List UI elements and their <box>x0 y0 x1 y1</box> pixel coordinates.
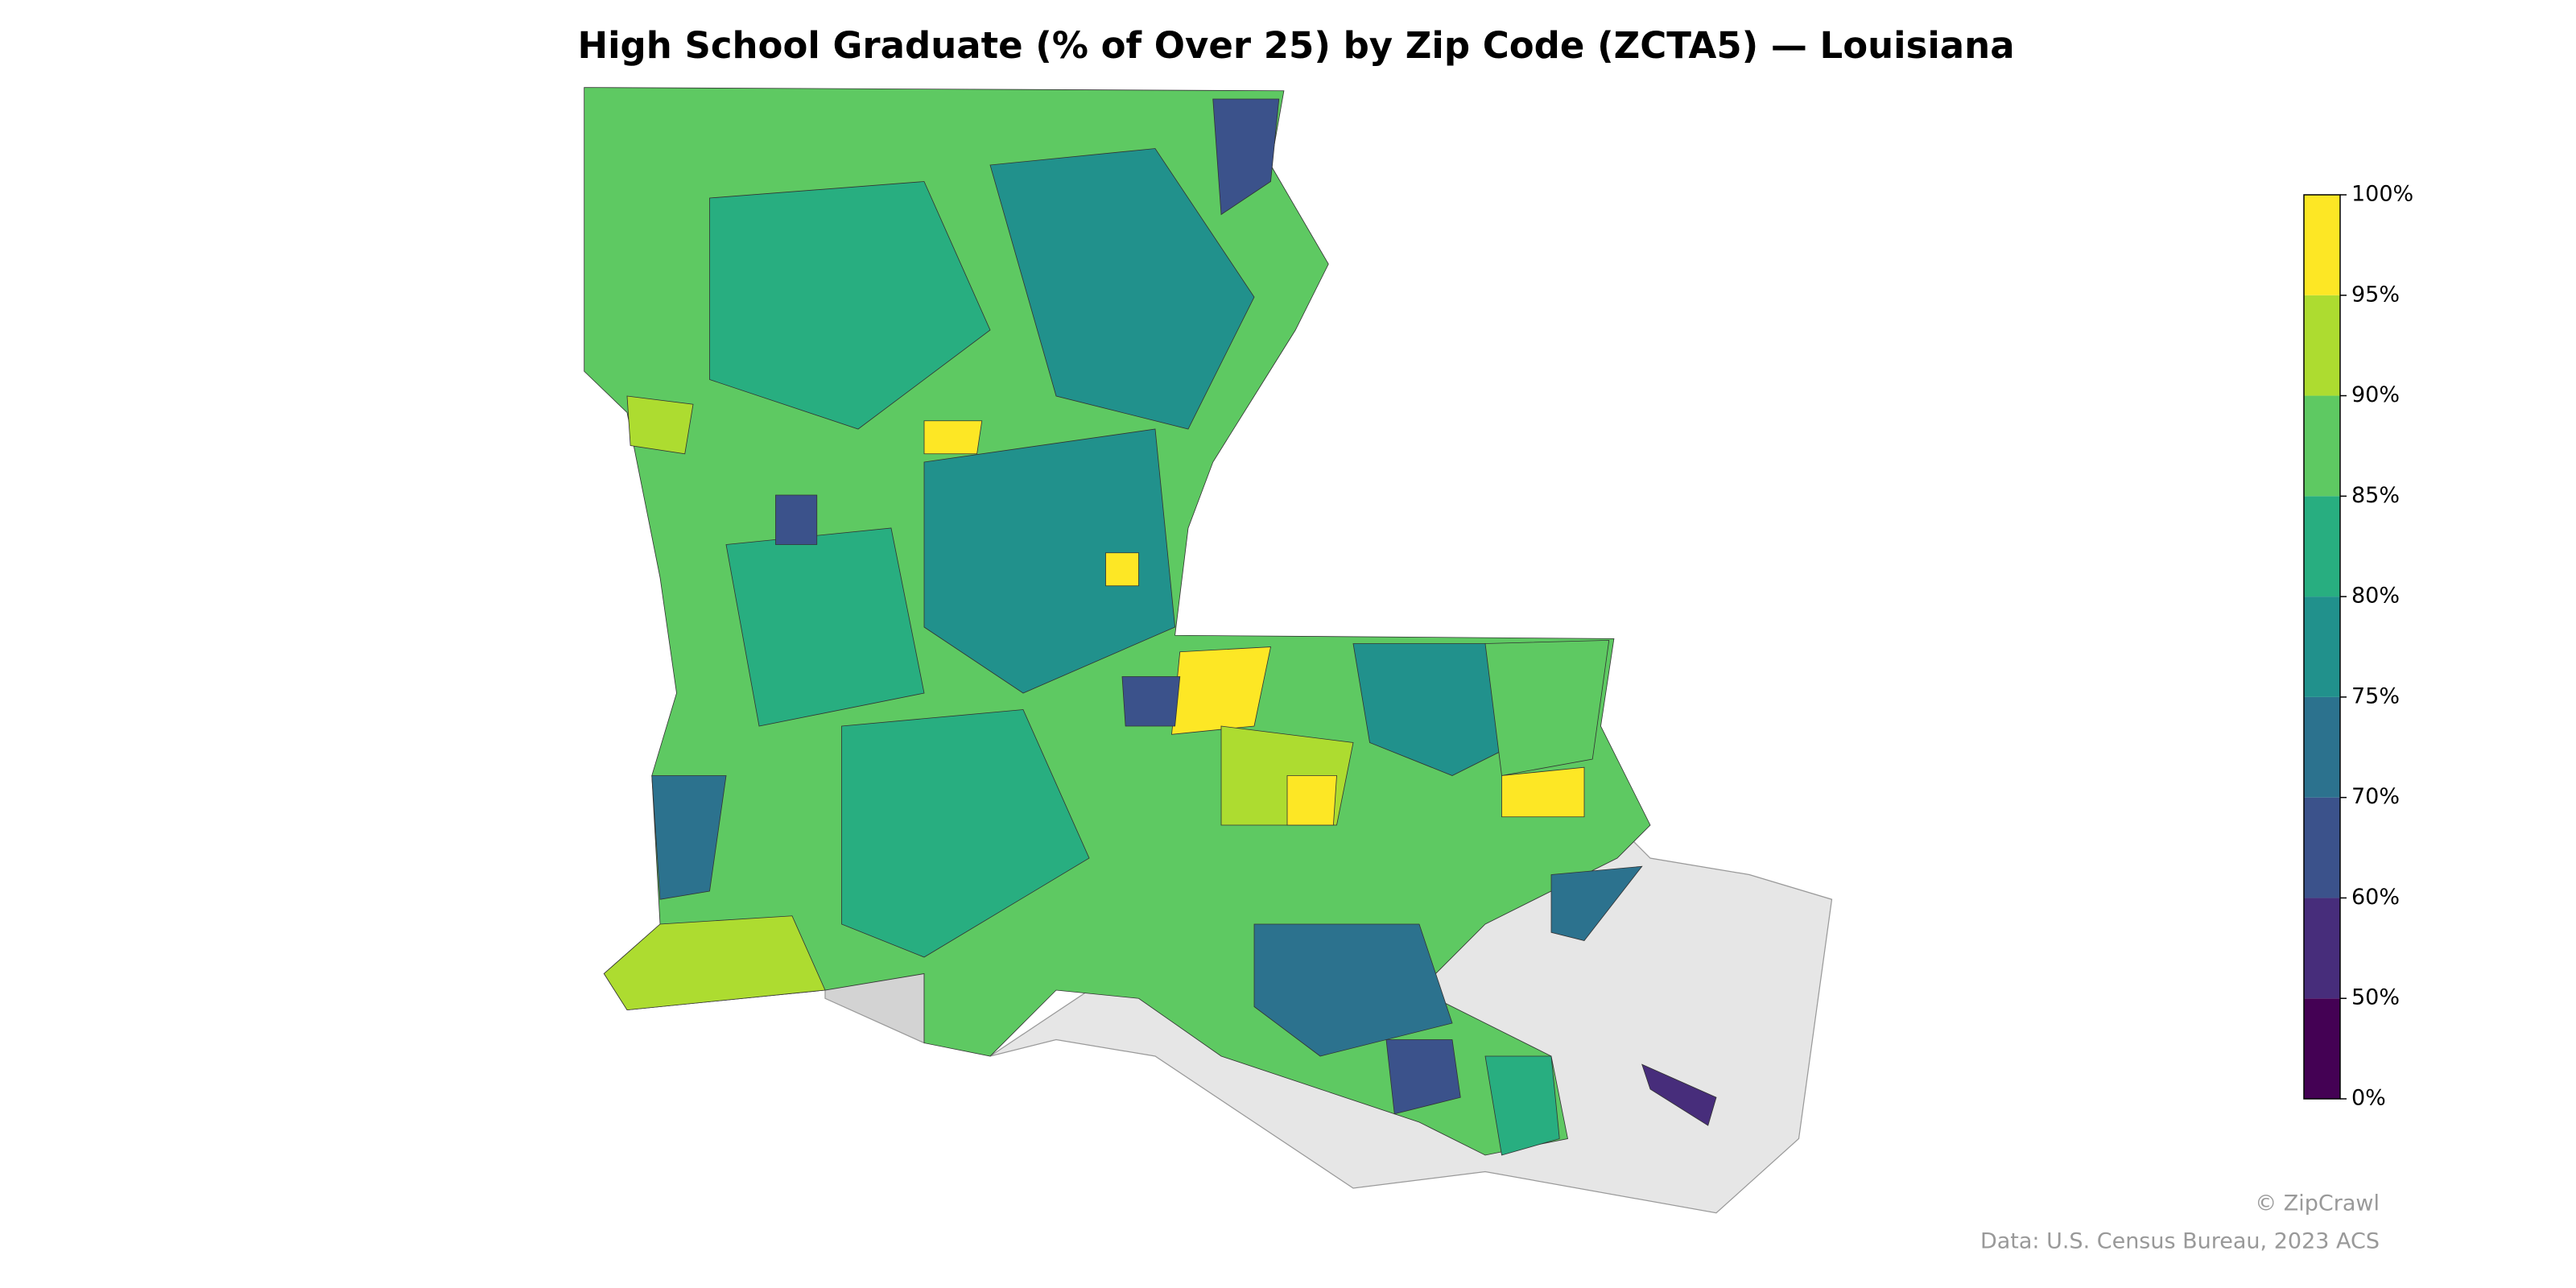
zip-area <box>989 148 1255 430</box>
credit: © ZipCrawl <box>2255 1191 2380 1216</box>
legend-tick-label: 100% <box>2351 182 2413 207</box>
legend-swatch <box>2304 195 2340 295</box>
zip-area <box>1550 865 1643 941</box>
legend-swatch <box>2304 496 2340 597</box>
legend-tick-label: 95% <box>2351 282 2400 307</box>
legend-tick-label: 70% <box>2351 784 2400 809</box>
zip-area <box>1641 1063 1717 1126</box>
zip-area <box>651 775 727 900</box>
legend-tick-label: 75% <box>2351 683 2400 708</box>
legend-frame <box>2303 194 2341 1100</box>
zip-area <box>725 527 925 727</box>
zip-area <box>923 420 983 455</box>
legend-swatch <box>2304 898 2340 999</box>
zip-area <box>1484 1055 1560 1156</box>
zip-area <box>626 395 694 455</box>
legend-tick-label: 90% <box>2351 382 2400 407</box>
zip-area <box>603 915 826 1011</box>
zip-area <box>1212 98 1280 216</box>
legend-swatch <box>2304 295 2340 396</box>
legend-tick-label: 0% <box>2351 1086 2386 1111</box>
zip-area <box>1121 676 1181 727</box>
legend-swatch <box>2304 998 2340 1099</box>
source-note: Data: U.S. Census Bureau, 2023 ACS <box>1980 1229 2380 1254</box>
zip-area <box>1501 766 1585 818</box>
legend-swatch <box>2304 395 2340 497</box>
legend-swatch <box>2304 696 2340 798</box>
state-map <box>584 87 1833 1214</box>
zip-area <box>775 494 818 545</box>
zip-area <box>1105 552 1139 587</box>
legend-tick-label: 80% <box>2351 584 2400 609</box>
color-legend: 0% 50% 60% 70% 75% 80% 85% 90% 95% 100% <box>2303 182 2413 1111</box>
zip-area <box>709 181 991 430</box>
legend-tick-label: 50% <box>2351 985 2400 1010</box>
zip-area <box>841 709 1090 958</box>
map-title: High School Graduate (% of Over 25) by Z… <box>577 24 2014 67</box>
zip-area <box>923 428 1176 694</box>
zip-area <box>1385 1039 1461 1115</box>
legend-tick-label: 60% <box>2351 885 2400 910</box>
zip-area <box>1286 775 1337 826</box>
zip-area <box>1484 639 1610 776</box>
legend-swatch <box>2304 597 2340 697</box>
legend-tick-label: 85% <box>2351 483 2400 508</box>
legend-swatch <box>2304 797 2340 898</box>
